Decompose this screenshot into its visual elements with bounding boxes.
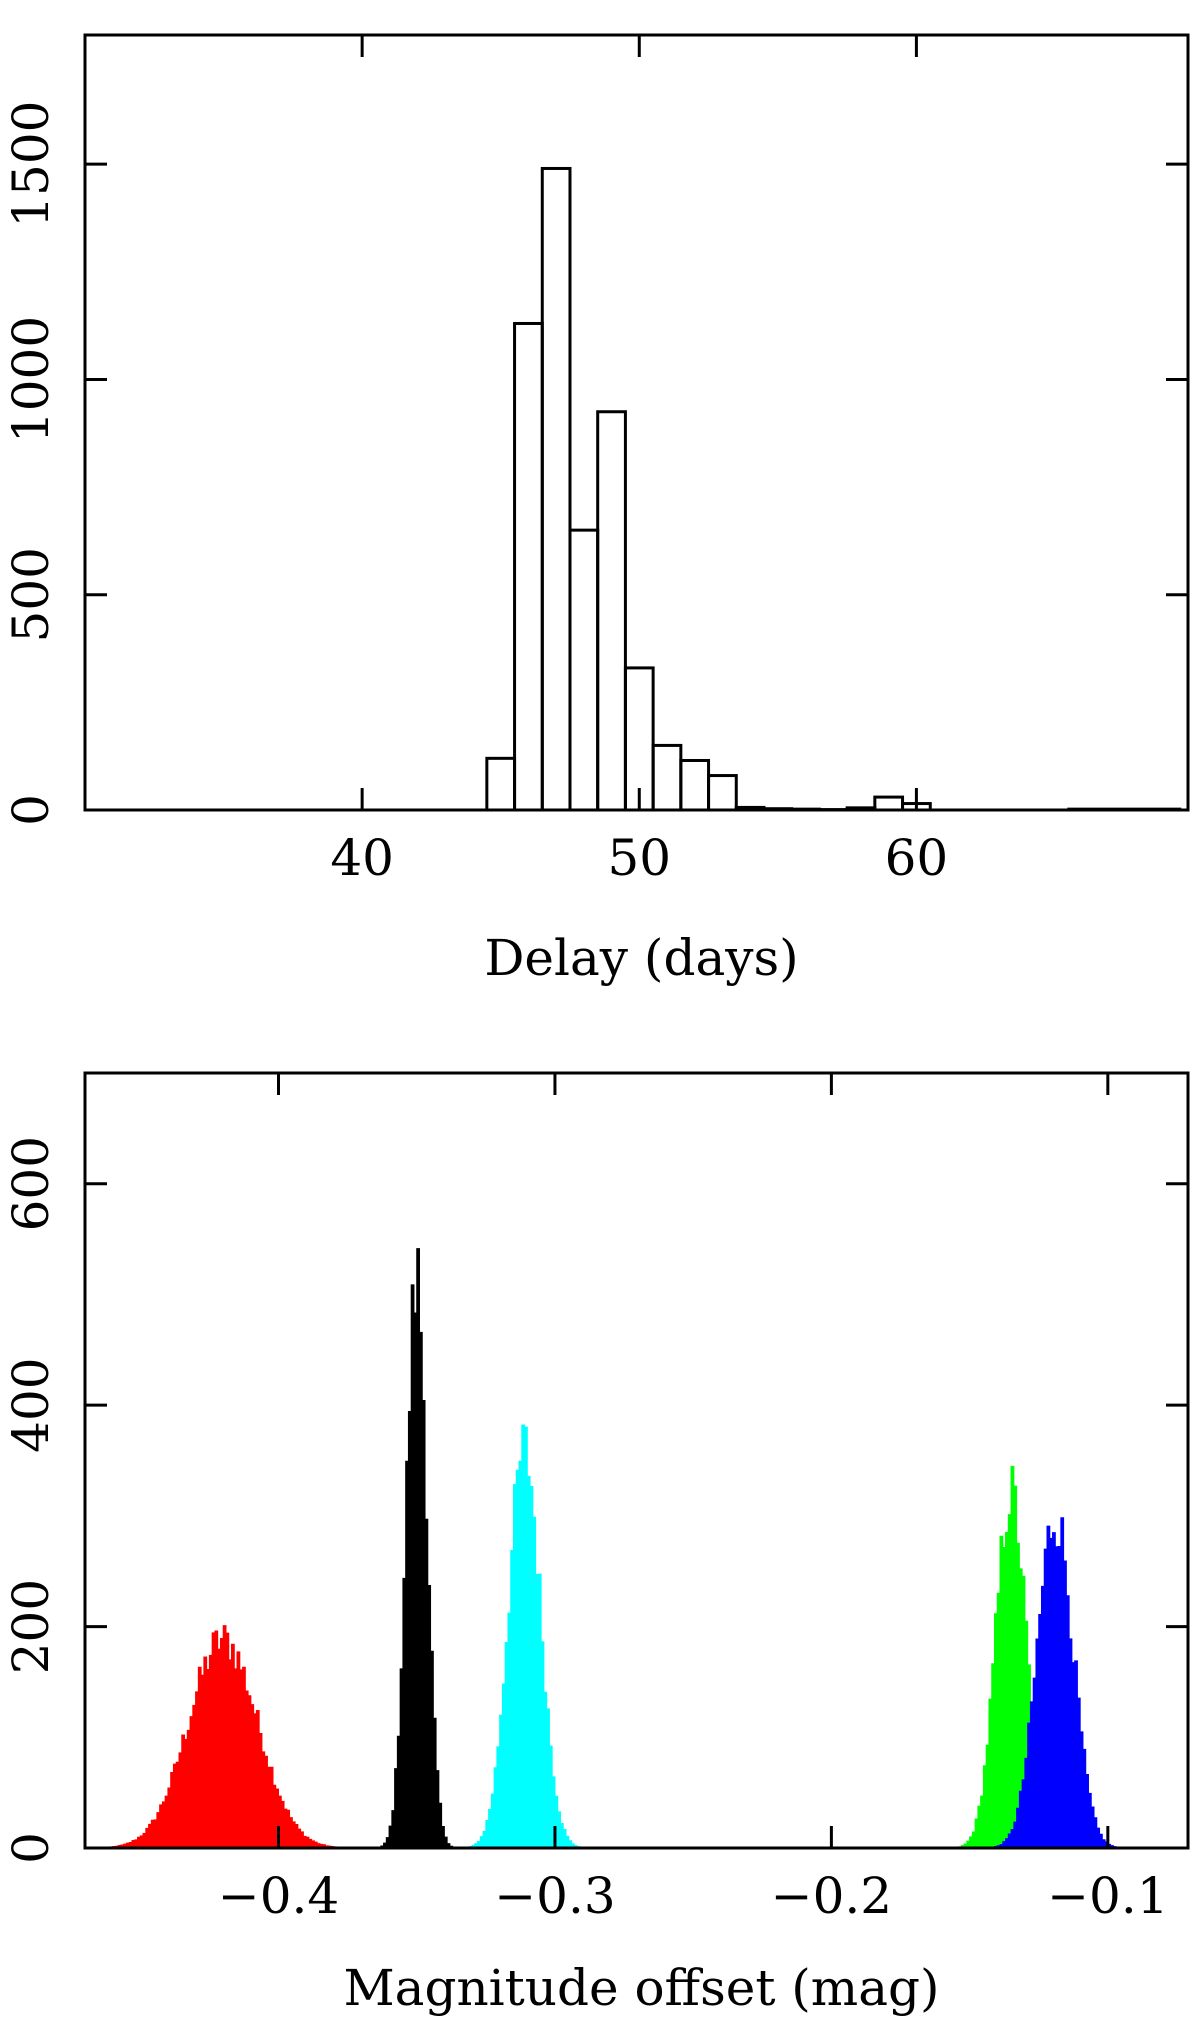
x-tick-label: 60 — [885, 829, 949, 887]
delay-histogram-panel: 40 50 60 0 500 1000 1500 Delay (days) — [2, 33, 1190, 987]
y-tick-label: 600 — [2, 1136, 60, 1231]
histogram-series — [457, 1424, 680, 1849]
histogram-bar — [485, 756, 517, 812]
magnitude-histogram-series — [98, 1248, 1186, 1849]
histogram-bar — [596, 410, 627, 812]
x-tick-label: 40 — [330, 829, 394, 887]
magnitude-x-axis-title: Magnitude offset (mag) — [343, 1959, 939, 2017]
delay-x-axis-title: Delay (days) — [484, 929, 798, 987]
delay-tick-labels: 40 50 60 0 500 1000 1500 — [2, 101, 948, 887]
magnitude-axis-ticks — [85, 1073, 1188, 1850]
magnitude-plot-frame — [83, 1071, 1190, 1850]
delay-histogram-bars — [485, 166, 1182, 812]
y-tick-label: 500 — [2, 547, 60, 642]
histogram-bar — [513, 321, 544, 812]
histogram-bar — [707, 774, 738, 812]
x-tick-label: −0.2 — [771, 1867, 892, 1925]
x-tick-label: −0.1 — [1047, 1867, 1168, 1925]
delay-plot-frame — [83, 33, 1190, 812]
histogram-series — [941, 1517, 1186, 1849]
delay-axis-ticks — [85, 35, 1188, 812]
histogram-series — [98, 1625, 362, 1849]
y-tick-label: 0 — [2, 794, 60, 826]
histogram-bar — [679, 758, 711, 812]
y-tick-label: 0 — [2, 1832, 60, 1864]
x-tick-label: −0.4 — [218, 1867, 339, 1925]
x-tick-label: −0.3 — [494, 1867, 615, 1925]
histogram-bar — [651, 743, 683, 812]
histogram-bar — [540, 166, 572, 812]
y-tick-label: 1500 — [2, 101, 60, 228]
histogram-bar — [873, 795, 905, 812]
y-tick-label: 400 — [2, 1357, 60, 1452]
magnitude-histogram-panel: −0.4 −0.3 −0.2 −0.1 0 200 400 600 Magnitude off… — [2, 1071, 1190, 2017]
x-tick-label: 50 — [607, 829, 671, 887]
y-tick-label: 1000 — [2, 316, 60, 443]
y-tick-label: 200 — [2, 1579, 60, 1674]
histogram-bar — [568, 528, 600, 812]
histogram-series — [371, 1248, 459, 1849]
magnitude-tick-labels: −0.4 −0.3 −0.2 −0.1 0 200 400 600 — [2, 1136, 1169, 1925]
